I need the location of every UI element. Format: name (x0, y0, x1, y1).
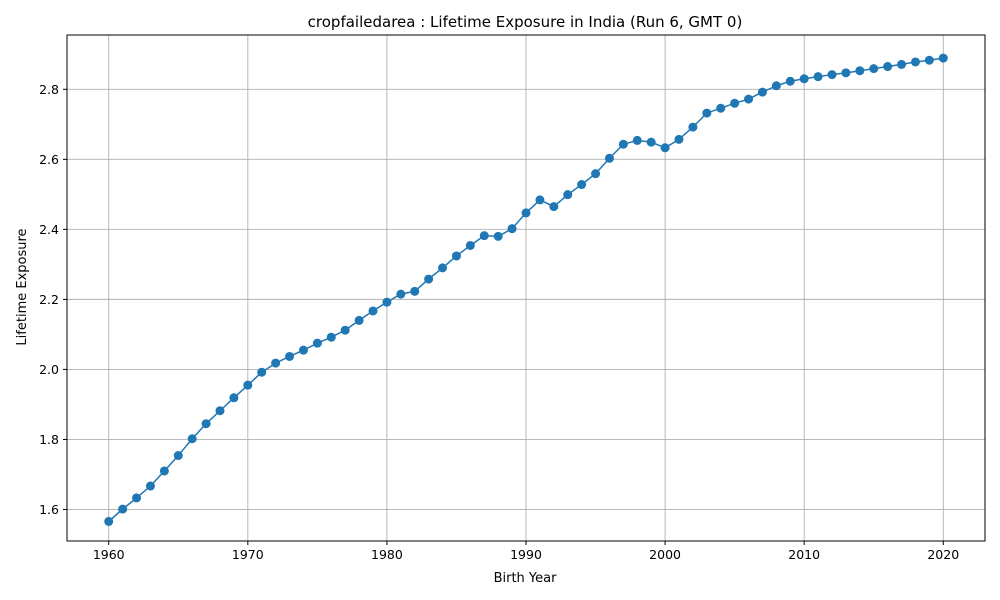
data-point (215, 406, 225, 416)
data-point (827, 70, 837, 80)
data-point (938, 53, 948, 63)
data-point (897, 59, 907, 69)
y-axis-label: Lifetime Exposure (15, 228, 30, 345)
data-point (410, 286, 420, 296)
data-point (368, 306, 378, 316)
data-point (229, 393, 239, 403)
data-point (910, 57, 920, 67)
data-point (145, 481, 155, 491)
plot-frame (66, 34, 986, 542)
data-point (396, 289, 406, 299)
data-point (799, 74, 809, 84)
data-point (813, 72, 823, 82)
y-tick-label: 2.0 (39, 362, 59, 377)
data-point (674, 134, 684, 144)
data-point (730, 98, 740, 108)
data-point (257, 367, 267, 377)
data-point (424, 274, 434, 284)
data-point (716, 103, 726, 113)
chart-title: cropfailedarea : Lifetime Exposure in In… (308, 13, 743, 31)
data-point (646, 137, 656, 147)
data-point (869, 64, 879, 74)
data-point (855, 66, 865, 76)
data-point (382, 297, 392, 307)
data-point (451, 251, 461, 261)
data-point (340, 325, 350, 335)
data-point (201, 419, 211, 429)
data-point (577, 180, 587, 190)
data-point (465, 240, 475, 250)
data-point (744, 94, 754, 104)
x-tick-label: 1980 (371, 547, 403, 562)
data-point (438, 263, 448, 273)
data-point (354, 315, 364, 325)
data-point (757, 87, 767, 97)
data-point (535, 195, 545, 205)
data-point (604, 153, 614, 163)
grid (67, 35, 985, 541)
data-point (549, 202, 559, 212)
data-point (271, 358, 281, 368)
data-point (132, 493, 142, 503)
x-tick-label: 1960 (93, 547, 125, 562)
y-tick-label: 2.4 (39, 222, 59, 237)
x-tick-label: 1990 (510, 547, 542, 562)
data-point (563, 190, 573, 200)
data-point (660, 143, 670, 153)
y-tick-label: 2.8 (39, 82, 59, 97)
data-point (312, 338, 322, 348)
x-tick-label: 2010 (788, 547, 820, 562)
y-tick-label: 1.6 (39, 502, 59, 517)
x-tick-label: 1970 (232, 547, 264, 562)
data-point (785, 76, 795, 86)
data-point (187, 434, 197, 444)
data-point (591, 169, 601, 179)
x-axis-label: Birth Year (494, 571, 558, 586)
data-point (173, 451, 183, 461)
data-point (702, 108, 712, 118)
data-point (159, 466, 169, 476)
data-point (883, 62, 893, 72)
y-tick-label: 2.2 (39, 292, 59, 307)
data-point (924, 55, 934, 65)
data-point (285, 351, 295, 361)
data-point (618, 139, 628, 149)
data-point (493, 231, 503, 241)
data-point (771, 81, 781, 91)
data-point (326, 332, 336, 342)
data-point (298, 345, 308, 355)
data-point (841, 68, 851, 78)
y-tick-label: 2.6 (39, 152, 59, 167)
series-line (104, 53, 948, 526)
x-tick-label: 2020 (927, 547, 959, 562)
x-tick-label: 2000 (649, 547, 681, 562)
data-point (118, 504, 128, 514)
data-point (243, 380, 253, 390)
axes: 1960 1970 1980 1990 2000 2010 2020 1.6 1.8 2.0 2.2… (39, 34, 986, 562)
y-tick-label: 1.8 (39, 432, 59, 447)
data-point (632, 135, 642, 145)
data-point (507, 224, 517, 234)
data-point (688, 122, 698, 132)
data-point (104, 516, 114, 526)
data-point (521, 208, 531, 218)
data-point (479, 231, 489, 241)
